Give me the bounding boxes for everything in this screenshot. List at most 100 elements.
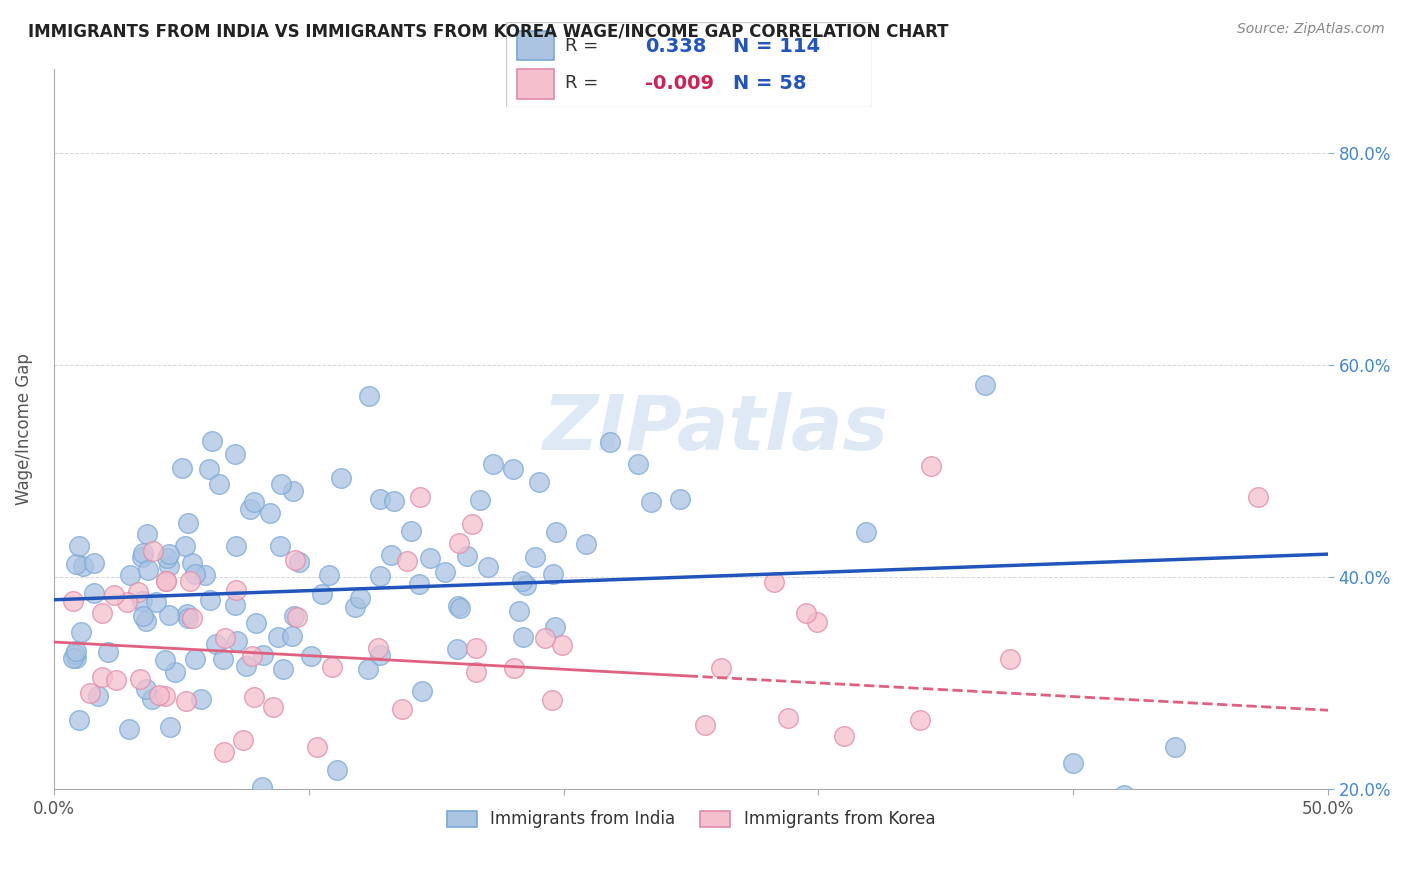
Point xyxy=(502,661,524,675)
Bar xyxy=(517,69,554,99)
Point xyxy=(184,566,207,581)
Point xyxy=(197,462,219,476)
Point xyxy=(145,595,167,609)
Point xyxy=(269,540,291,554)
Point xyxy=(174,693,197,707)
Point xyxy=(433,565,456,579)
Point xyxy=(544,620,567,634)
Point xyxy=(131,594,153,608)
Point xyxy=(910,714,932,728)
Point xyxy=(551,638,574,652)
Point xyxy=(368,491,391,506)
Point xyxy=(118,568,141,582)
Point xyxy=(399,524,422,538)
Point xyxy=(464,665,486,679)
Point xyxy=(326,764,349,778)
Point xyxy=(461,517,484,532)
Point xyxy=(299,649,322,664)
Point xyxy=(69,625,91,640)
Point xyxy=(259,506,281,520)
Point xyxy=(695,718,717,732)
Bar xyxy=(517,30,554,61)
Point xyxy=(271,662,294,676)
Point xyxy=(172,460,194,475)
Point xyxy=(482,457,505,471)
Point xyxy=(284,553,307,567)
Point xyxy=(776,711,799,725)
Point xyxy=(756,840,779,855)
Text: -0.009: -0.009 xyxy=(645,74,714,93)
Point xyxy=(1164,739,1187,754)
Text: ZIPatlas: ZIPatlas xyxy=(544,392,890,466)
Point xyxy=(65,651,87,665)
Point xyxy=(305,739,328,754)
Point xyxy=(262,699,284,714)
Point xyxy=(83,557,105,571)
Point xyxy=(180,556,202,570)
Point xyxy=(212,652,235,666)
Point xyxy=(204,637,226,651)
Point xyxy=(380,549,402,563)
Point xyxy=(731,835,754,849)
Point xyxy=(226,634,249,648)
Point xyxy=(184,652,207,666)
Point xyxy=(242,690,264,704)
Point xyxy=(153,653,176,667)
Point xyxy=(232,733,254,747)
Point xyxy=(91,670,114,684)
Point xyxy=(103,588,125,602)
Text: 0.338: 0.338 xyxy=(645,37,706,55)
Point xyxy=(104,673,127,687)
Point xyxy=(425,830,447,844)
Point xyxy=(267,630,290,644)
Point xyxy=(998,652,1021,666)
Text: IMMIGRANTS FROM INDIA VS IMMIGRANTS FROM KOREA WAGE/INCOME GAP CORRELATION CHART: IMMIGRANTS FROM INDIA VS IMMIGRANTS FROM… xyxy=(28,22,949,40)
Point xyxy=(330,471,353,485)
Point xyxy=(225,582,247,597)
Point xyxy=(920,459,942,474)
FancyBboxPatch shape xyxy=(506,22,872,107)
Point xyxy=(239,502,262,516)
Y-axis label: Wage/Income Gap: Wage/Income Gap xyxy=(15,353,32,505)
Text: Source: ZipAtlas.com: Source: ZipAtlas.com xyxy=(1237,22,1385,37)
Point xyxy=(359,389,381,403)
Point xyxy=(311,586,333,600)
Point xyxy=(157,608,180,623)
Point xyxy=(131,550,153,565)
Point xyxy=(252,648,274,662)
Point xyxy=(627,458,650,472)
Point xyxy=(181,611,204,625)
Point xyxy=(318,568,340,582)
Point xyxy=(533,631,555,645)
Point xyxy=(86,690,108,704)
Point xyxy=(368,648,391,662)
Point xyxy=(240,648,263,663)
Point xyxy=(135,614,157,628)
Point xyxy=(450,600,472,615)
Point xyxy=(524,550,547,565)
Point xyxy=(468,492,491,507)
Point xyxy=(449,535,471,549)
Point xyxy=(157,547,180,561)
Legend: Immigrants from India, Immigrants from Korea: Immigrants from India, Immigrants from K… xyxy=(440,804,942,835)
Point xyxy=(100,800,122,814)
Point xyxy=(285,609,308,624)
Point xyxy=(136,563,159,577)
Point xyxy=(1189,872,1212,887)
Point xyxy=(349,591,371,605)
Point xyxy=(91,606,114,620)
Point xyxy=(224,447,246,461)
Point xyxy=(578,808,600,822)
Point xyxy=(173,539,195,553)
Point xyxy=(157,558,180,573)
Point xyxy=(127,584,149,599)
Point xyxy=(65,644,87,658)
Point xyxy=(411,684,433,698)
Point xyxy=(201,434,224,448)
Point xyxy=(190,692,212,706)
Point xyxy=(135,681,157,696)
Point xyxy=(270,476,292,491)
Point xyxy=(136,526,159,541)
Point xyxy=(477,560,499,574)
Point xyxy=(148,688,170,702)
